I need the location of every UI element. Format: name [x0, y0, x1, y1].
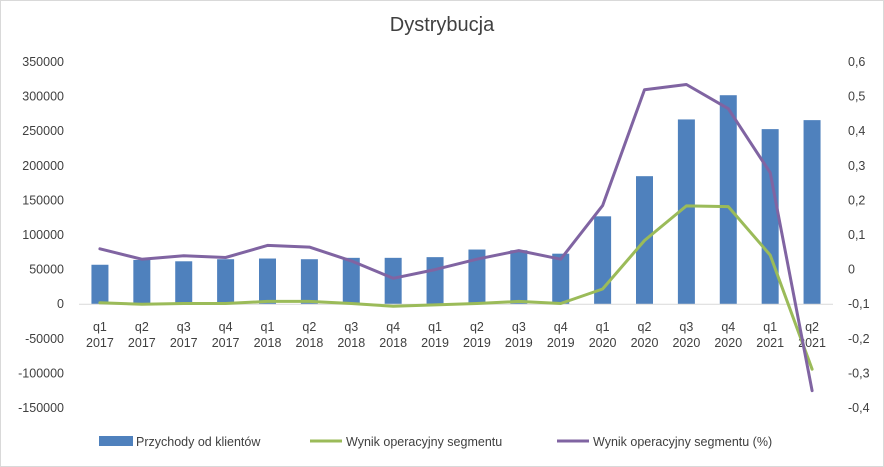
y-right-tick-label: -0,2	[848, 332, 870, 346]
x-tick-label-year: 2017	[170, 336, 198, 350]
x-tick-label-quarter: q4	[219, 320, 233, 334]
legend-label: Wynik operacyjny segmentu (%)	[593, 435, 772, 449]
x-tick-label-year: 2018	[254, 336, 282, 350]
y-right-tick-label: 0,5	[848, 90, 865, 104]
x-tick-label-quarter: q4	[386, 320, 400, 334]
x-tick-label-year: 2020	[714, 336, 742, 350]
bar	[259, 258, 276, 305]
y-left-tick-label: 300000	[22, 90, 64, 104]
x-tick-label-quarter: q1	[763, 320, 777, 334]
x-tick-label-year: 2019	[463, 336, 491, 350]
x-tick-label-year: 2017	[86, 336, 114, 350]
bar	[426, 257, 444, 305]
x-tick-label-quarter: q1	[428, 320, 442, 334]
x-tick-label-quarter: q1	[261, 320, 275, 334]
x-tick-label-year: 2017	[128, 336, 156, 350]
bar	[300, 259, 318, 305]
y-left-tick-label: 150000	[22, 193, 64, 207]
y-left-tick-label: -150000	[18, 401, 64, 415]
x-tick-label-quarter: q1	[93, 320, 107, 334]
chart-title: Dystrybucja	[389, 14, 495, 36]
x-tick-label-quarter: q4	[554, 320, 568, 334]
y-right-tick-label: -0,4	[848, 401, 870, 415]
y-left-tick-label: 100000	[22, 228, 64, 242]
x-tick-label-year: 2020	[672, 336, 700, 350]
y-right-tick-label: -0,3	[848, 366, 870, 380]
x-tick-label-quarter: q1	[596, 320, 610, 334]
bar	[384, 257, 402, 305]
y-left-tick-label: 350000	[22, 55, 64, 69]
line-series	[98, 83, 814, 393]
bar	[217, 259, 235, 305]
x-tick-label-quarter: q4	[721, 320, 735, 334]
y-right-tick-label: 0,3	[848, 159, 865, 173]
x-tick-label-quarter: q3	[177, 320, 191, 334]
bar	[677, 119, 695, 305]
x-tick-label-quarter: q2	[805, 320, 819, 334]
bar	[719, 95, 737, 305]
x-tick-label-quarter: q3	[512, 320, 526, 334]
y-right-tick-label: 0,4	[848, 124, 865, 138]
y-left-tick-label: -50000	[25, 332, 64, 346]
x-tick-label-year: 2018	[295, 336, 323, 350]
y-left-tick-label: 0	[57, 297, 64, 311]
x-tick-label-quarter: q2	[302, 320, 316, 334]
bar	[175, 261, 193, 305]
x-tick-label-year: 2019	[547, 336, 575, 350]
legend-swatch-bar	[99, 436, 133, 446]
y-left-tick-label: 50000	[29, 263, 64, 277]
bar	[761, 129, 779, 305]
y-right-tick-label: -0,1	[848, 297, 870, 311]
y-left-tick-label: -100000	[18, 366, 64, 380]
bar	[133, 259, 151, 305]
bar	[91, 264, 109, 305]
x-tick-label-year: 2020	[631, 336, 659, 350]
x-tick-label-quarter: q3	[679, 320, 693, 334]
y-left-tick-label: 200000	[22, 159, 64, 173]
bar	[342, 257, 360, 305]
y-right-tick-label: 0,2	[848, 193, 865, 207]
bar	[468, 249, 486, 305]
x-tick-label-year: 2019	[505, 336, 533, 350]
x-tick-label-quarter: q3	[344, 320, 358, 334]
x-tick-label-quarter: q2	[135, 320, 149, 334]
x-tick-label-year: 2021	[756, 336, 784, 350]
bar	[552, 253, 570, 305]
y-right-tick-label: 0,6	[848, 55, 865, 69]
bar	[510, 250, 528, 305]
y-left-tick-label: 250000	[22, 124, 64, 138]
line-series	[98, 204, 814, 371]
x-tick-label-year: 2018	[379, 336, 407, 350]
x-tick-label-year: 2020	[589, 336, 617, 350]
x-tick-label-year: 2019	[421, 336, 449, 350]
legend-label: Przychody od klientów	[136, 435, 261, 449]
x-tick-label-quarter: q2	[638, 320, 652, 334]
x-tick-label-year: 2017	[212, 336, 240, 350]
legend-label: Wynik operacyjny segmentu	[346, 435, 502, 449]
y-right-tick-label: 0	[848, 263, 855, 277]
y-right-tick-label: 0,1	[848, 228, 865, 242]
x-tick-label-quarter: q2	[470, 320, 484, 334]
bar	[803, 120, 821, 305]
x-tick-label-year: 2018	[337, 336, 365, 350]
